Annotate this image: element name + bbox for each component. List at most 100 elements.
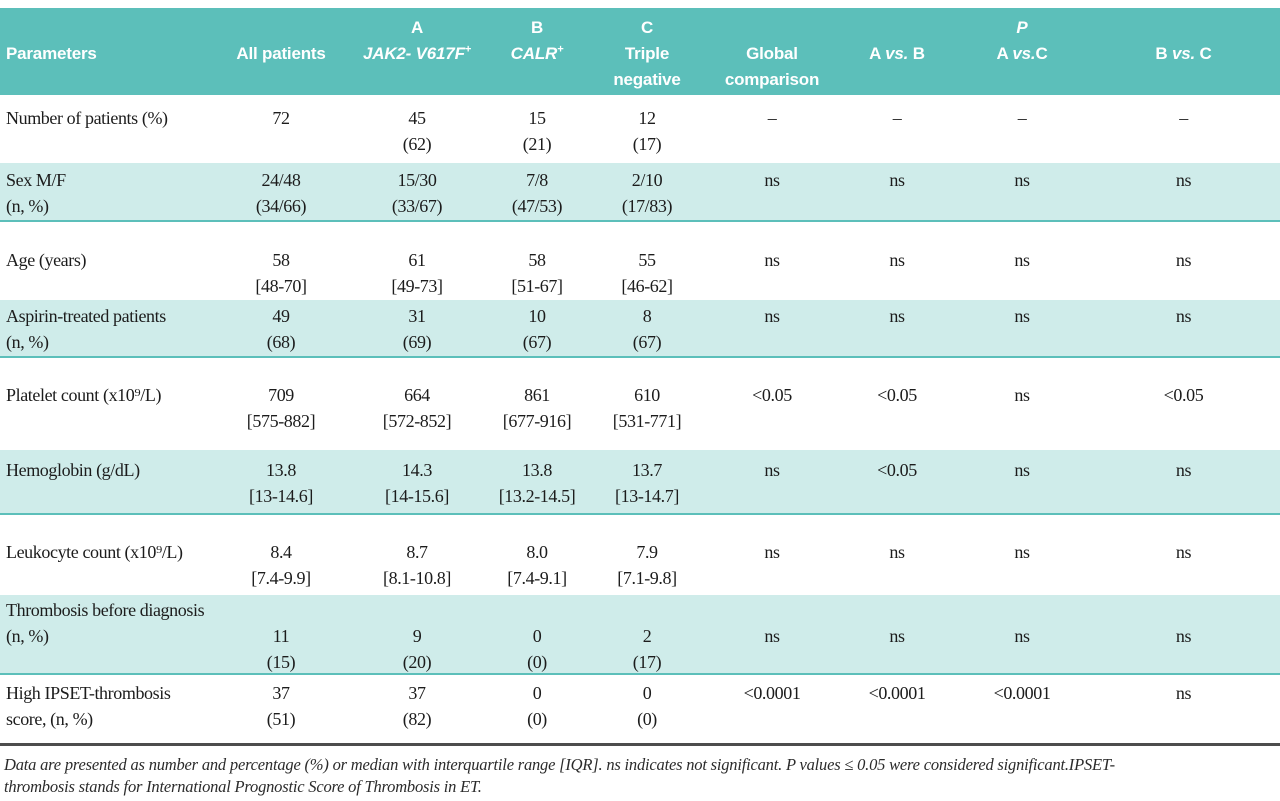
table-cell: 58 [48-70] [215, 247, 347, 299]
column-header-label: Parameters [6, 44, 97, 63]
cell-value: 8 [642, 306, 652, 326]
cell-value: ns [764, 306, 780, 326]
cell-value: ns [1175, 683, 1192, 703]
cell-value: ns [764, 542, 780, 562]
cell-subvalue: (67) [632, 332, 662, 352]
row-label: Thrombosis before diagnosis (n, %) [0, 597, 215, 675]
table-cell: 14.3 [14-15.6] [347, 457, 487, 509]
table-cell: 31 (69) [347, 303, 487, 355]
column-header-group-c: C Triple negative [587, 15, 707, 93]
table-cell: 10 (67) [487, 303, 587, 355]
table-cell: ns [957, 303, 1087, 355]
table-row: High IPSET-thrombosis score, (n, %) 37 (51)… [0, 675, 1280, 743]
table-cell: ns [1087, 247, 1280, 299]
cell-value: ns [889, 250, 905, 270]
cell-subvalue: (17) [632, 134, 662, 154]
p-value-label: P [1016, 18, 1028, 37]
cell-subvalue: [8.1-10.8] [383, 568, 451, 588]
column-header-global-comparison: Global comparison [707, 15, 837, 93]
cell-value: ns [889, 626, 905, 646]
cell-value: 664 [404, 385, 430, 405]
table-cell: 13.8 [13.2-14.5] [487, 457, 587, 509]
table-cell: 0 (0) [587, 680, 707, 732]
column-header-a-vs-b: A vs. B [837, 15, 957, 93]
cell-subvalue: [49-73] [391, 276, 443, 296]
footnote-line: Data are presented as number and percent… [4, 755, 1115, 774]
cell-value: ns [1014, 460, 1030, 480]
column-header-label: All patients [236, 44, 326, 63]
cell-value: ns [1014, 626, 1030, 646]
row-label-line: Leukocyte count (x10⁹/L) [6, 542, 183, 562]
table-cell: 7/8 (47/53) [487, 167, 587, 219]
row-label-line: (n, %) [6, 196, 49, 216]
row-label-line: score, (n, %) [6, 709, 93, 729]
cell-value: – [1179, 108, 1188, 128]
cell-value: 31 [408, 306, 426, 326]
table-cell: 0 (0) [487, 597, 587, 675]
group-letter: C [640, 18, 654, 37]
cell-value: 2/10 [631, 170, 663, 190]
cell-subvalue: (33/67) [391, 196, 443, 216]
cell-value: 861 [524, 385, 550, 405]
table-cell: 709 [575-882] [215, 382, 347, 434]
cell-value: 8.4 [270, 542, 292, 562]
group-letter: B [530, 18, 544, 37]
table-cell: ns [837, 247, 957, 299]
cell-subvalue: (47/53) [511, 196, 563, 216]
cell-subvalue: [575-882] [246, 411, 316, 431]
cell-value: <0.0001 [993, 683, 1051, 703]
column-header-b-vs-c: B vs. C [1087, 15, 1280, 93]
table-cell: 9 (20) [347, 597, 487, 675]
row-label-line: Hemoglobin (g/dL) [6, 460, 140, 480]
cell-subvalue: (15) [266, 652, 296, 672]
cell-value: 2 [642, 626, 652, 646]
cell-value: ns [1175, 542, 1192, 562]
column-header-label: B vs. C [1155, 44, 1212, 63]
cell-value: 13.8 [266, 460, 296, 480]
cell-value: ns [764, 460, 780, 480]
table-row: Thrombosis before diagnosis (n, %) 11 (15) 9… [0, 595, 1280, 675]
cell-value: 0 [532, 626, 542, 646]
table-cell: ns [707, 539, 837, 591]
superscript-plus: + [557, 43, 564, 56]
cell-value: 58 [272, 250, 290, 270]
table-cell: – [837, 105, 957, 157]
row-label: Sex M/F (n, %) [0, 167, 215, 219]
table-cell: 15/30 (33/67) [347, 167, 487, 219]
table-cell: ns [1087, 167, 1280, 219]
cell-value: ns [764, 170, 780, 190]
cell-value: 9 [412, 626, 422, 646]
table-cell: 45 (62) [347, 105, 487, 157]
cell-value: 8.0 [526, 542, 548, 562]
cell-value: 14.3 [402, 460, 432, 480]
cell-value: ns [889, 170, 905, 190]
column-header-label: A vs. B [869, 44, 925, 63]
table-cell: 61 [49-73] [347, 247, 487, 299]
row-label-line: High IPSET-thrombosis [6, 683, 171, 703]
cell-subvalue: [51-67] [511, 276, 563, 296]
cell-subvalue: (0) [527, 652, 547, 672]
table-cell: 8.0 [7.4-9.1] [487, 539, 587, 591]
cell-value: 58 [528, 250, 546, 270]
cell-value: 45 [408, 108, 426, 128]
column-header-all-patients: All patients [215, 15, 347, 93]
cell-value: ns [764, 626, 780, 646]
table-cell: 7.9 [7.1-9.8] [587, 539, 707, 591]
table-cell: 2 (17) [587, 597, 707, 675]
table-cell: ns [1087, 457, 1280, 509]
cell-value: 24/48 [261, 170, 301, 190]
table-cell: 8.7 [8.1-10.8] [347, 539, 487, 591]
table-cell: <0.05 [837, 382, 957, 434]
row-label-line: (n, %) [6, 626, 49, 646]
table-cell: ns [1087, 303, 1280, 355]
cell-value: ns [1175, 250, 1192, 270]
table-cell: ns [957, 167, 1087, 219]
cell-subvalue: [46-62] [621, 276, 673, 296]
footnote-divider [0, 743, 1280, 746]
table-header: Parameters All patients A JAK2- V617F+ B… [0, 8, 1280, 95]
table-cell: 8.4 [7.4-9.9] [215, 539, 347, 591]
cell-value: – [1017, 108, 1027, 128]
column-header-label: JAK2- V617F+ [363, 43, 471, 63]
cell-value: <0.05 [752, 385, 792, 405]
